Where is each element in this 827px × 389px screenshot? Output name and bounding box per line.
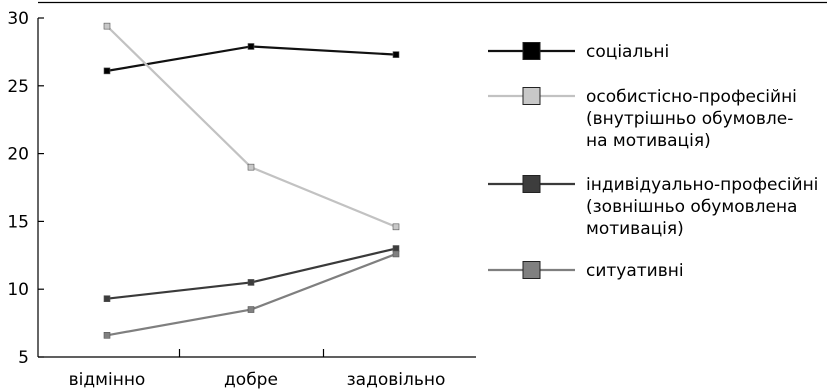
legend-swatch <box>522 87 541 105</box>
axes: 5 10 15 20 25 30 відмінно добре задовільно <box>7 9 476 389</box>
legend-label: особистісно-професійні <box>586 87 797 107</box>
y-tick-label: 10 <box>7 280 29 300</box>
x-tick-label: задовільно <box>347 370 446 389</box>
data-point <box>103 22 111 30</box>
legend-swatch <box>522 261 541 279</box>
data-point <box>247 43 255 50</box>
x-tick-label: відмінно <box>69 370 146 389</box>
data-point <box>247 306 255 313</box>
series-0 <box>103 43 400 75</box>
data-point <box>392 245 400 252</box>
data-point <box>103 332 111 339</box>
legend-label: ситуативні <box>586 261 684 281</box>
series-line <box>106 247 397 300</box>
data-point <box>392 250 400 258</box>
legend-item-0: соціальні <box>488 42 669 62</box>
legend-label: індивідуально-професійні <box>586 175 818 195</box>
legend-label: (зовнішньо обумовлена <box>586 197 797 217</box>
data-point <box>247 279 255 286</box>
legend-label: мотивація) <box>586 219 684 239</box>
legend-label: (внутрішньо обумовле- <box>586 109 793 129</box>
data-point <box>103 67 111 75</box>
y-tick-label: 15 <box>7 212 29 232</box>
y-tick-label: 30 <box>7 9 29 29</box>
data-point <box>392 223 400 231</box>
legend-label: на мотивація) <box>586 131 711 151</box>
legend-item-3: ситуативні <box>488 261 684 281</box>
y-tick-label: 20 <box>7 145 29 165</box>
y-tick-label: 25 <box>7 77 29 97</box>
legend-label: соціальні <box>586 42 669 62</box>
plot-area <box>103 22 400 339</box>
legend: соціальні особистісно-професійні(внутрішн… <box>488 42 818 281</box>
x-tick-label: добре <box>224 370 278 389</box>
legend-swatch <box>522 175 541 193</box>
series-line <box>106 25 397 228</box>
data-point <box>103 295 111 302</box>
series-2 <box>103 245 400 302</box>
data-point <box>247 163 255 171</box>
series-3 <box>103 250 400 339</box>
legend-item-2: індивідуально-професійні(зовнішньо обумо… <box>488 175 818 239</box>
y-tick-label: 5 <box>18 348 29 368</box>
series-1 <box>103 22 400 231</box>
legend-item-1: особистісно-професійні(внутрішньо обумов… <box>488 87 797 151</box>
legend-swatch <box>522 42 541 60</box>
data-point <box>392 51 400 58</box>
